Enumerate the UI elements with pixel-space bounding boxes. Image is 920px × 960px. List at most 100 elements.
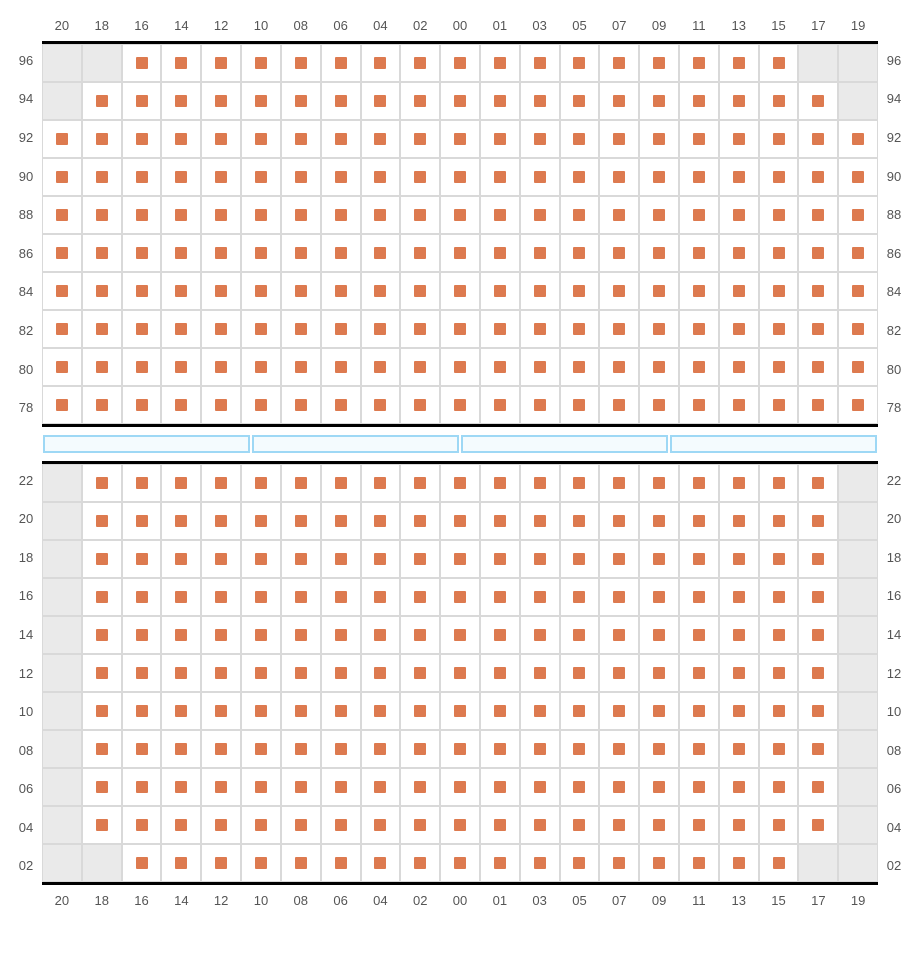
seat-cell[interactable] (838, 158, 878, 196)
seat-cell[interactable] (241, 44, 281, 82)
seat-cell[interactable] (321, 616, 361, 654)
seat-cell[interactable] (719, 616, 759, 654)
seat-cell[interactable] (599, 196, 639, 234)
seat-cell[interactable] (122, 730, 162, 768)
seat-cell[interactable] (281, 272, 321, 310)
seat-cell[interactable] (759, 540, 799, 578)
seat-cell[interactable] (321, 692, 361, 730)
seat-cell[interactable] (361, 692, 401, 730)
seat-cell[interactable] (480, 120, 520, 158)
seat-cell[interactable] (400, 692, 440, 730)
seat-cell[interactable] (719, 502, 759, 540)
seat-cell[interactable] (361, 272, 401, 310)
seat-cell[interactable] (321, 578, 361, 616)
seat-cell[interactable] (679, 578, 719, 616)
seat-cell[interactable] (798, 310, 838, 348)
seat-cell[interactable] (281, 386, 321, 424)
seat-cell[interactable] (321, 196, 361, 234)
seat-cell[interactable] (719, 82, 759, 120)
seat-cell[interactable] (361, 44, 401, 82)
seat-cell[interactable] (719, 386, 759, 424)
seat-cell[interactable] (599, 272, 639, 310)
seat-cell[interactable] (560, 348, 600, 386)
seat-cell[interactable] (480, 844, 520, 882)
seat-cell[interactable] (281, 82, 321, 120)
seat-cell[interactable] (679, 120, 719, 158)
seat-cell[interactable] (639, 844, 679, 882)
seat-cell[interactable] (520, 272, 560, 310)
seat-cell[interactable] (798, 692, 838, 730)
seat-cell[interactable] (281, 310, 321, 348)
seat-cell[interactable] (599, 654, 639, 692)
seat-cell[interactable] (599, 158, 639, 196)
seat-cell[interactable] (122, 502, 162, 540)
seat-cell[interactable] (161, 464, 201, 502)
seat-cell[interactable] (679, 234, 719, 272)
seat-cell[interactable] (361, 120, 401, 158)
seat-cell[interactable] (321, 272, 361, 310)
seat-cell[interactable] (520, 234, 560, 272)
seat-cell[interactable] (42, 120, 82, 158)
seat-cell[interactable] (201, 692, 241, 730)
seat-cell[interactable] (520, 654, 560, 692)
seat-cell[interactable] (400, 578, 440, 616)
seat-cell[interactable] (639, 82, 679, 120)
seat-cell[interactable] (480, 82, 520, 120)
seat-cell[interactable] (560, 806, 600, 844)
seat-cell[interactable] (321, 348, 361, 386)
seat-cell[interactable] (82, 120, 122, 158)
seat-cell[interactable] (639, 806, 679, 844)
seat-cell[interactable] (281, 120, 321, 158)
seat-cell[interactable] (161, 502, 201, 540)
seat-cell[interactable] (241, 310, 281, 348)
seat-cell[interactable] (361, 158, 401, 196)
seat-cell[interactable] (759, 654, 799, 692)
seat-cell[interactable] (440, 540, 480, 578)
seat-cell[interactable] (281, 616, 321, 654)
seat-cell[interactable] (639, 158, 679, 196)
seat-cell[interactable] (400, 158, 440, 196)
seat-cell[interactable] (520, 578, 560, 616)
seat-cell[interactable] (201, 82, 241, 120)
seat-cell[interactable] (639, 730, 679, 768)
seat-cell[interactable] (798, 730, 838, 768)
seat-cell[interactable] (599, 616, 639, 654)
seat-cell[interactable] (321, 120, 361, 158)
seat-cell[interactable] (361, 82, 401, 120)
seat-cell[interactable] (440, 730, 480, 768)
seat-cell[interactable] (679, 654, 719, 692)
seat-cell[interactable] (241, 654, 281, 692)
seat-cell[interactable] (201, 272, 241, 310)
seat-cell[interactable] (361, 730, 401, 768)
seat-cell[interactable] (161, 578, 201, 616)
seat-cell[interactable] (82, 464, 122, 502)
seat-cell[interactable] (599, 806, 639, 844)
seat-cell[interactable] (122, 578, 162, 616)
seat-cell[interactable] (599, 730, 639, 768)
seat-cell[interactable] (321, 386, 361, 424)
seat-cell[interactable] (759, 120, 799, 158)
seat-cell[interactable] (400, 348, 440, 386)
seat-cell[interactable] (520, 844, 560, 882)
seat-cell[interactable] (122, 844, 162, 882)
seat-cell[interactable] (82, 82, 122, 120)
seat-cell[interactable] (798, 82, 838, 120)
seat-cell[interactable] (82, 158, 122, 196)
seat-cell[interactable] (42, 386, 82, 424)
seat-cell[interactable] (639, 348, 679, 386)
seat-cell[interactable] (122, 654, 162, 692)
seat-cell[interactable] (321, 310, 361, 348)
seat-cell[interactable] (679, 158, 719, 196)
seat-cell[interactable] (440, 768, 480, 806)
seat-cell[interactable] (321, 44, 361, 82)
seat-cell[interactable] (321, 82, 361, 120)
seat-cell[interactable] (201, 502, 241, 540)
seat-cell[interactable] (400, 654, 440, 692)
seat-cell[interactable] (201, 196, 241, 234)
seat-cell[interactable] (639, 234, 679, 272)
seat-cell[interactable] (400, 234, 440, 272)
seat-cell[interactable] (480, 616, 520, 654)
seat-cell[interactable] (798, 540, 838, 578)
seat-cell[interactable] (161, 654, 201, 692)
seat-cell[interactable] (480, 310, 520, 348)
